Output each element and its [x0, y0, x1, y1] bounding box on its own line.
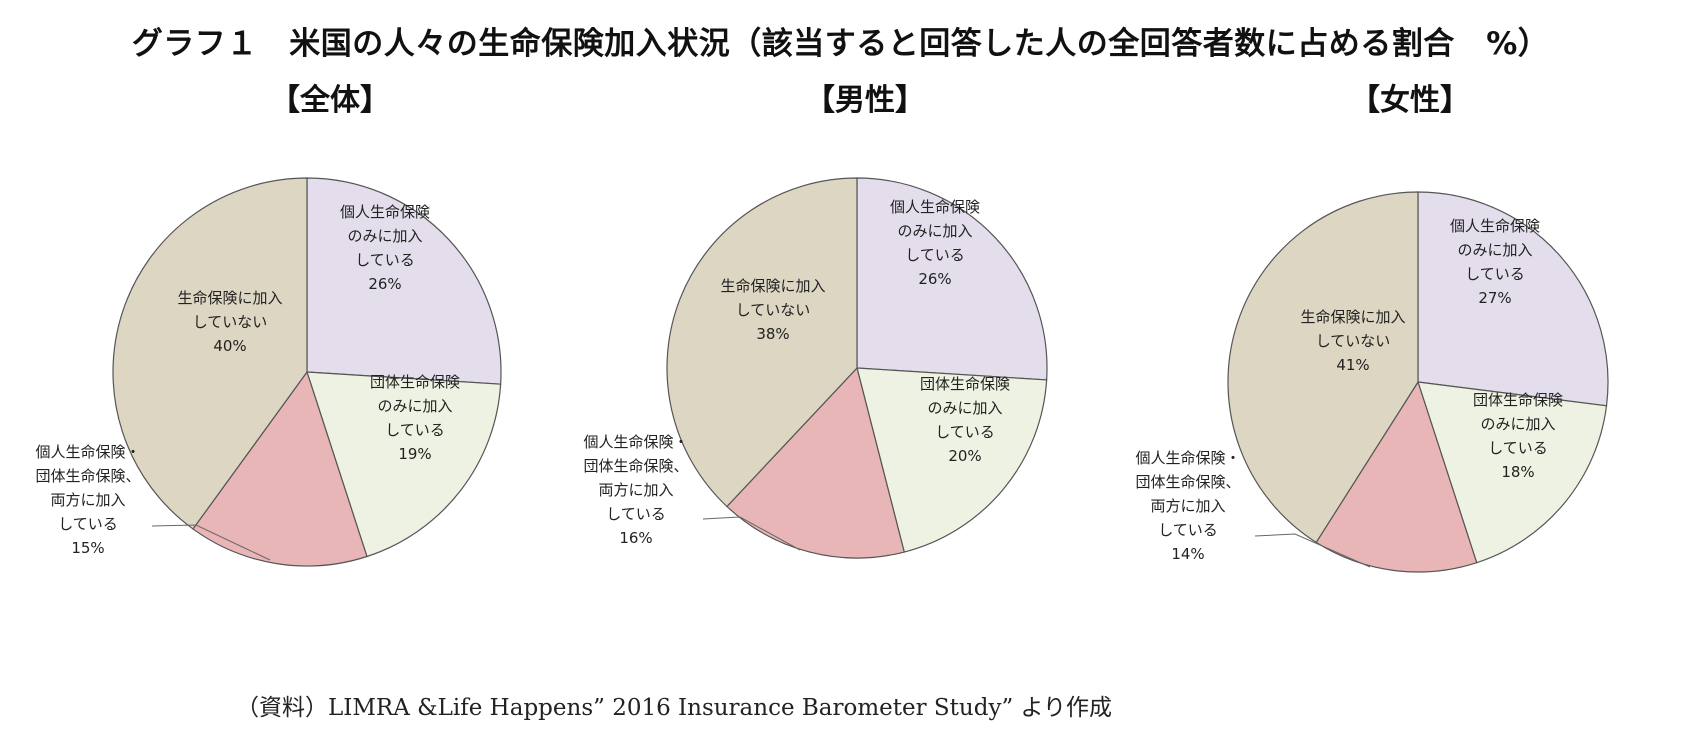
slice-label-line: 個人生命保険・ — [35, 443, 140, 461]
pie-slice — [856, 177, 1048, 381]
pie-chart-title: 【女性】 — [1350, 83, 1470, 118]
slice-label: 団体生命保険のみに加入している 19% — [370, 373, 460, 463]
pie-slice — [306, 371, 502, 558]
pie-chart-1: 【全体】個人生命保険のみに加入している 26%団体生命保険のみに加入している 19%… — [35, 83, 502, 567]
slice-label-line: のみに加入 — [1480, 415, 1555, 433]
slice-percent: 38% — [756, 325, 789, 343]
slice-percent: 26% — [918, 270, 951, 288]
slice-label-line: のみに加入 — [377, 397, 452, 415]
pie-slice — [1315, 380, 1478, 573]
slice-percent: 19% — [398, 445, 431, 463]
slice-label-line: 個人生命保険 — [890, 198, 980, 216]
slice-percent: 16% — [619, 529, 652, 547]
slice-percent: 20% — [948, 447, 981, 465]
slice-label-line: している — [355, 251, 415, 269]
slice-label-line: 生命保険に加入 — [177, 289, 282, 307]
slice-percent: 15% — [71, 539, 104, 557]
slice-label-line: している — [905, 246, 965, 264]
leader-line — [151, 524, 271, 561]
leader-line — [1254, 533, 1371, 568]
slice-label: 生命保険に加入していない 41% — [1300, 308, 1405, 374]
slice-label-line: している — [1465, 265, 1525, 283]
slice-label-line: 生命保険に加入 — [1300, 308, 1405, 326]
slice-label: 個人生命保険・団体生命保険、両方に加入している 14% — [1135, 449, 1240, 563]
pie-slice — [306, 177, 502, 385]
slice-label-line: 団体生命保険 — [920, 375, 1010, 393]
pie-slice — [856, 367, 1048, 553]
slice-label-line: 個人生命保険・ — [583, 433, 688, 451]
pie-slice — [1417, 381, 1608, 564]
source-note: （資料）LIMRA &Life Happens” 2016 Insurance … — [236, 695, 1113, 721]
pie-slice — [112, 177, 308, 530]
slice-label-line: 両方に加入 — [1150, 497, 1225, 515]
slice-label: 生命保険に加入していない 40% — [177, 289, 282, 355]
slice-label-line: している — [58, 515, 118, 533]
slice-label-line: のみに加入 — [1457, 241, 1532, 259]
slice-label-line: していない — [1316, 332, 1391, 350]
leader-line — [702, 516, 801, 551]
slice-label: 個人生命保険・団体生命保険、両方に加入している 15% — [35, 443, 140, 557]
slice-label-line: 団体生命保険 — [1473, 391, 1563, 409]
slice-label-line: 個人生命保険・ — [1135, 449, 1240, 467]
slice-label-line: のみに加入 — [347, 227, 422, 245]
slice-label-line: している — [606, 505, 666, 523]
slice-percent: 14% — [1171, 545, 1204, 563]
slice-label-line: のみに加入 — [897, 222, 972, 240]
pie-slice — [1417, 191, 1609, 407]
slice-label: 個人生命保険・団体生命保険、両方に加入している 16% — [583, 433, 688, 547]
slice-percent: 41% — [1336, 356, 1369, 374]
slice-label: 団体生命保険のみに加入している 18% — [1473, 391, 1563, 481]
slice-label-line: 両方に加入 — [50, 491, 125, 509]
slice-label-line: 団体生命保険、 — [1135, 473, 1240, 491]
slice-label: 団体生命保険のみに加入している 20% — [920, 375, 1010, 465]
slice-label-line: している — [1488, 439, 1548, 457]
slice-label-line: 団体生命保険、 — [35, 467, 140, 485]
pie-chart-title: 【男性】 — [805, 83, 925, 118]
slice-label: 個人生命保険のみに加入している 26% — [890, 198, 980, 288]
pie-slice — [666, 177, 858, 508]
slice-label-line: のみに加入 — [927, 399, 1002, 417]
slice-label-line: している — [1158, 521, 1218, 539]
slice-percent: 40% — [213, 337, 246, 355]
slice-label-line: 両方に加入 — [598, 481, 673, 499]
slice-label-line: 団体生命保険 — [370, 373, 460, 391]
pie-chart-2: 【男性】個人生命保険のみに加入している 26%団体生命保険のみに加入している 20%… — [583, 83, 1048, 559]
pie-slice — [192, 370, 368, 567]
slice-label-line: していない — [193, 313, 268, 331]
slice-percent: 27% — [1478, 289, 1511, 307]
pie-chart-3: 【女性】個人生命保険のみに加入している 27%団体生命保険のみに加入している 18%… — [1135, 83, 1609, 573]
chart-main-title: グラフ１ 米国の人々の生命保険加入状況（該当すると回答した人の全回答者数に占める… — [131, 26, 1550, 62]
slice-label-line: 個人生命保険 — [1450, 217, 1540, 235]
slice-label-line: していない — [736, 301, 811, 319]
slice-label-line: 生命保険に加入 — [720, 277, 825, 295]
pie-chart-title: 【全体】 — [270, 83, 390, 118]
slice-percent: 26% — [368, 275, 401, 293]
pie-slice — [1227, 191, 1419, 544]
slice-label: 個人生命保険のみに加入している 27% — [1450, 217, 1540, 307]
slice-label-line: している — [385, 421, 445, 439]
slice-label-line: している — [935, 423, 995, 441]
slice-label-line: 個人生命保険 — [340, 203, 430, 221]
slice-percent: 18% — [1501, 463, 1534, 481]
slice-label: 個人生命保険のみに加入している 26% — [340, 203, 430, 293]
slice-label-line: 団体生命保険、 — [583, 457, 688, 475]
slice-label: 生命保険に加入していない 38% — [720, 277, 825, 343]
